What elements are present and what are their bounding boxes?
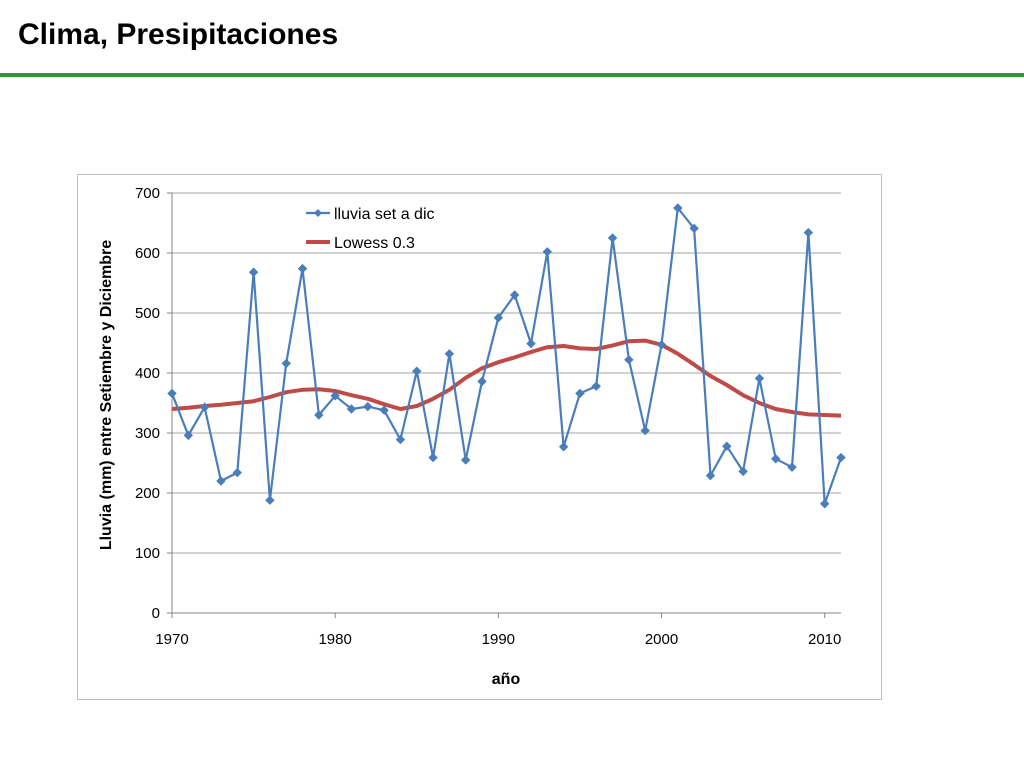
data-point-lluvia — [379, 405, 389, 415]
data-point-lluvia — [395, 434, 406, 445]
title-divider — [0, 73, 1024, 77]
rainfall-line-chart: Lluvia (mm) entre Setiembre y Diciembre … — [98, 185, 846, 688]
y-tick-label: 500 — [135, 305, 160, 322]
data-point-lluvia — [526, 338, 536, 349]
data-point-lluvia — [297, 263, 308, 274]
data-point-lluvia — [248, 267, 259, 277]
series-line-lowess — [171, 338, 842, 418]
data-point-lluvia — [787, 462, 797, 472]
data-point-lluvia — [673, 203, 683, 213]
data-point-lluvia — [575, 388, 585, 399]
data-point-lluvia — [412, 366, 422, 376]
y-tick-label: 600 — [135, 245, 160, 262]
data-point-lluvia — [640, 425, 650, 436]
x-tick-label: 1980 — [318, 631, 351, 648]
legend-label-lluvia: lluvia set a dic — [334, 206, 435, 223]
data-point-lluvia — [803, 227, 814, 238]
data-point-lluvia — [477, 376, 487, 387]
data-point-lluvia — [771, 454, 781, 464]
data-point-lluvia — [591, 381, 601, 391]
data-point-lluvia — [281, 358, 291, 369]
data-point-lluvia — [167, 388, 177, 399]
data-point-lluvia — [493, 313, 504, 323]
data-point-lluvia — [558, 442, 569, 452]
data-point-lluvia — [428, 452, 438, 463]
y-tick-label: 0 — [152, 605, 160, 622]
data-point-lluvia — [722, 441, 732, 451]
legend-marker-lluvia — [314, 209, 322, 217]
legend-label-lowess: Lowess 0.3 — [334, 235, 415, 252]
chart-frame: Lluvia (mm) entre Setiembre y Diciembre … — [77, 174, 882, 700]
data-point-lluvia — [461, 455, 471, 465]
y-tick-label: 700 — [135, 185, 160, 202]
x-tick-label: 2010 — [808, 631, 841, 648]
data-point-lluvia — [509, 290, 520, 300]
y-axis-title: Lluvia (mm) entre Setiembre y Diciembre — [98, 240, 115, 550]
series-line-lluvia — [170, 206, 843, 505]
y-tick-label: 100 — [135, 545, 160, 562]
data-point-lluvia — [232, 467, 242, 478]
data-point-lluvia — [265, 495, 275, 505]
data-point-lluvia — [330, 391, 340, 401]
y-tick-label: 200 — [135, 485, 160, 502]
data-point-lluvia — [314, 410, 324, 420]
data-point-lluvia — [607, 233, 618, 243]
data-point-lluvia — [705, 470, 716, 481]
data-point-lluvia — [656, 340, 667, 350]
data-point-lluvia — [819, 499, 830, 509]
y-tick-label: 300 — [135, 425, 160, 442]
data-point-lluvia — [183, 430, 194, 441]
data-point-lluvia — [444, 349, 455, 359]
data-point-lluvia — [346, 404, 357, 414]
data-point-lluvia — [689, 223, 699, 234]
data-point-lluvia — [199, 402, 210, 412]
x-axis-title: año — [492, 671, 521, 688]
data-point-lluvia — [754, 373, 765, 384]
data-point-lluvia — [836, 452, 846, 463]
x-tick-label: 1990 — [482, 631, 515, 648]
data-point-lluvia — [738, 466, 748, 477]
data-point-lluvia — [624, 355, 634, 365]
x-tick-label: 2000 — [645, 631, 678, 648]
y-tick-label: 400 — [135, 365, 160, 382]
data-point-lluvia — [216, 476, 226, 486]
data-point-lluvia — [363, 401, 373, 412]
slide-title: Clima, Presipitaciones — [18, 18, 339, 51]
data-point-lluvia — [542, 247, 552, 257]
x-tick-label: 1970 — [155, 631, 188, 648]
